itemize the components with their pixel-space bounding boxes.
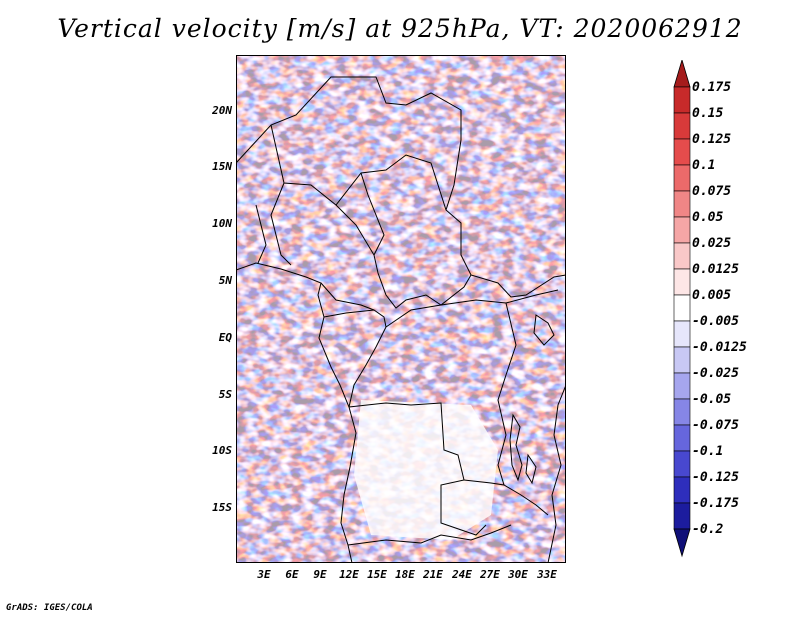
colorbar-segment <box>673 450 691 478</box>
border-central-2 <box>335 204 375 256</box>
lake-3 <box>533 314 555 346</box>
colorbar-segment <box>673 216 691 244</box>
colorbar-segment <box>673 242 691 270</box>
colorbar-label-12: -0.05 <box>692 392 732 407</box>
border-drc-north <box>385 289 559 328</box>
border-drc-east <box>497 302 517 486</box>
colorbar-label-9: -0.005 <box>692 314 739 329</box>
colorbar-segment <box>673 502 691 530</box>
colorbar-segment <box>673 164 691 192</box>
footer-credit: GrADS: IGES/COLA <box>6 603 93 613</box>
border-south <box>347 524 512 546</box>
border-congo <box>320 282 375 311</box>
colorbar-segment <box>673 294 691 322</box>
colorbar-label-15: -0.125 <box>692 470 739 485</box>
lon-label-6e: 6E <box>285 568 299 581</box>
lon-label-30e: 30E <box>508 568 528 581</box>
colorbar-label-13: -0.075 <box>692 418 739 433</box>
colorbar-segment <box>673 268 691 296</box>
colorbar-segment <box>673 86 691 114</box>
colorbar-label-1: 0.15 <box>692 106 724 121</box>
colorbar-segment <box>673 346 691 374</box>
colorbar-top-triangle <box>673 60 691 88</box>
lat-label-5s: 5S <box>218 388 232 401</box>
colorbar-label-5: 0.05 <box>692 210 724 225</box>
lon-label-12e: 12E <box>339 568 359 581</box>
lon-label-24e: 24E <box>452 568 472 581</box>
west-coastline <box>236 262 357 563</box>
colorbar-label-16: -0.175 <box>692 496 739 511</box>
plot-title: Vertical velocity [m/s] at 925hPa, VT: 2… <box>57 14 743 43</box>
lat-label-eq: EQ <box>218 331 232 344</box>
colorbar-label-7: 0.0125 <box>692 262 739 277</box>
lake-2 <box>525 453 537 485</box>
colorbar-segment <box>673 476 691 504</box>
colorbar-bottom-triangle <box>673 528 691 558</box>
lat-label-10n: 10N <box>212 217 232 230</box>
border-west-2 <box>270 182 292 266</box>
lon-label-15e: 15E <box>367 568 387 581</box>
border-angola <box>348 402 487 536</box>
colorbar-label-17: -0.2 <box>692 522 724 537</box>
lon-label-27e: 27E <box>480 568 500 581</box>
colorbar-label-14: -0.1 <box>692 444 724 459</box>
colorbar-segment <box>673 190 691 218</box>
colorbar-segment <box>673 424 691 452</box>
lon-label-21e: 21E <box>423 568 443 581</box>
lat-label-15n: 15N <box>212 160 232 173</box>
colorbar-label-10: -0.0125 <box>692 340 747 355</box>
colorbar-label-8: 0.005 <box>692 288 732 303</box>
colorbar-segment <box>673 320 691 348</box>
lon-label-18e: 18E <box>395 568 415 581</box>
colorbar-segments <box>673 86 691 530</box>
lat-label-15s: 15S <box>212 501 232 514</box>
colorbar-label-6: 0.025 <box>692 236 732 251</box>
colorbar-segment <box>673 372 691 400</box>
lat-label-20n: 20N <box>212 104 232 117</box>
border-central-1 <box>360 172 472 309</box>
calm-region <box>354 400 498 540</box>
lat-label-5n: 5N <box>218 274 232 287</box>
border-drc-west <box>348 326 387 408</box>
border-north-1 <box>236 76 566 298</box>
border-west-1 <box>255 204 267 264</box>
colorbar-label-3: 0.1 <box>692 158 716 173</box>
border-zambia <box>463 479 549 516</box>
colorbar-label-2: 0.125 <box>692 132 732 147</box>
colorbar-label-0: 0.175 <box>692 80 732 95</box>
velocity-map <box>236 55 566 563</box>
lat-label-10s: 10S <box>212 444 232 457</box>
colorbar-segment <box>673 112 691 140</box>
coastline-borders <box>236 76 566 563</box>
lake-1 <box>509 413 523 482</box>
colorbar-segment <box>673 398 691 426</box>
lon-label-9e: 9E <box>313 568 327 581</box>
colorbar-segment <box>673 138 691 166</box>
lon-label-3e: 3E <box>257 568 271 581</box>
colorbar-label-11: -0.025 <box>692 366 739 381</box>
east-coastline <box>547 384 566 563</box>
map-frame <box>236 55 566 563</box>
colorbar <box>673 60 691 558</box>
lon-label-33e: 33E <box>537 568 557 581</box>
colorbar-label-4: 0.075 <box>692 184 732 199</box>
